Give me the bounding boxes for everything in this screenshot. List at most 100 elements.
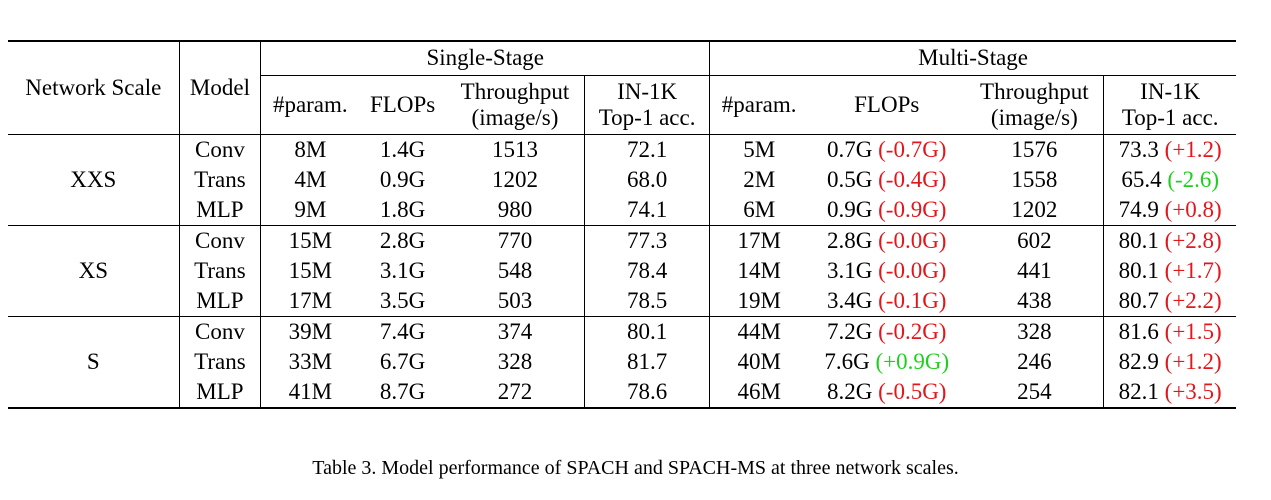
ss-throughput-cell: 328 <box>497 348 533 374</box>
ms-flops-value: 7.2G <box>827 318 873 344</box>
ms-param-cell: 17M <box>709 225 809 256</box>
ms-param-cell: 14M <box>737 257 781 283</box>
ms-acc-delta: (+3.5) <box>1164 378 1222 404</box>
ss-flops-cell: 2.8G <box>359 225 446 256</box>
header-ss-throughput-line1: Throughput <box>460 78 570 104</box>
ss-acc-cell: 68.0 <box>584 165 711 195</box>
table-row: XXS Conv 8M 1.4G 1513 72.1 5M 0.7G (-0.7G) 1576 7… <box>8 134 1236 226</box>
ms-acc-delta: (+2.2) <box>1164 287 1222 313</box>
header-ms-acc-line1: IN-1K <box>1140 78 1201 104</box>
ms-throughput-cell: 441 <box>965 256 1105 286</box>
ss-flops-cell: 3.1G <box>379 257 426 283</box>
ms-acc-cell: 81.6 (+1.5) <box>1103 316 1236 347</box>
ms-acc-cell: 73.3 (+1.2) <box>1103 134 1236 165</box>
ms-acc-delta: (-2.6) <box>1167 166 1220 192</box>
ms-flops-delta: (-0.4G) <box>878 166 947 192</box>
ms-flops-delta: (-0.9G) <box>878 196 947 222</box>
ss-flops-cell: 7.4G <box>359 316 446 347</box>
table-row: S Conv 39M 7.4G 374 80.1 44M 7.2G (-0.2G) 328 81.… <box>8 316 1236 408</box>
ms-acc-delta: (+0.8) <box>1164 196 1222 222</box>
results-table-container: Network Scale Model Single-Stage Multi-S… <box>8 40 1236 409</box>
ms-flops-value: 7.6G <box>824 348 870 374</box>
ss-throughput-cell: 1202 <box>491 166 538 192</box>
model-cell: Conv <box>178 225 262 256</box>
ss-throughput-cell: 374 <box>445 316 585 347</box>
ms-param-cell: 2M <box>743 166 776 192</box>
header-ms-acc: IN-1K Top-1 acc. <box>1103 75 1236 135</box>
ms-flops-delta: (-0.1G) <box>878 287 947 313</box>
model-cell: MLP <box>178 195 262 226</box>
ms-param-cell: 46M <box>737 378 781 404</box>
header-ss-acc-line2: Top-1 acc. <box>598 105 696 130</box>
header-ms-throughput-line2: (image/s) <box>990 105 1078 130</box>
ms-acc-delta: (+2.8) <box>1164 227 1222 253</box>
ms-acc-value: 82.1 <box>1118 378 1159 404</box>
ss-param-cell: 33M <box>260 347 360 377</box>
model-cell: Trans <box>178 256 262 286</box>
ss-acc-cell: 81.7 <box>584 347 711 377</box>
ss-throughput-cell: 503 <box>497 287 533 313</box>
ss-flops-cell: 8.7G <box>379 378 426 404</box>
ss-param-cell: 15M <box>260 256 360 286</box>
table-row: MLP 17M 3.5G 503 78.5 19M 3.4G (-0.1G) 438 80.7 … <box>8 286 1236 317</box>
ms-acc-cell: 80.1 (+1.7) <box>1104 256 1236 286</box>
table-row: Trans 15M 3.1G 548 78.4 14M 3.1G (-0.0G) 441 80.… <box>8 256 1236 286</box>
model-cell: Conv <box>178 316 262 347</box>
ms-param-cell: 19M <box>737 287 781 313</box>
table-caption: Table 3. Model performance of SPACH and … <box>312 457 959 479</box>
ss-acc-cell: 78.5 <box>584 286 711 317</box>
network-scale-cell: XXS <box>8 134 180 226</box>
header-ss-acc-line1: IN-1K <box>617 78 678 104</box>
model-cell: Trans <box>178 347 262 377</box>
ms-flops-value: 2.8G <box>827 227 873 253</box>
ss-throughput-cell: 770 <box>445 225 585 256</box>
network-scale-cell: XS <box>8 225 180 317</box>
header-ms-throughput: Throughput (image/s) <box>965 75 1105 135</box>
ms-acc-delta: (+1.2) <box>1164 136 1222 162</box>
ms-acc-value: 80.7 <box>1118 287 1159 313</box>
ms-acc-cell: 82.9 (+1.2) <box>1104 347 1236 377</box>
ms-acc-value: 73.3 <box>1118 136 1159 162</box>
ss-flops-cell: 0.9G <box>379 166 426 192</box>
model-cell: MLP <box>178 377 262 408</box>
ms-flops-value: 3.1G <box>827 257 873 283</box>
ms-acc-value: 80.1 <box>1118 227 1159 253</box>
ms-acc-cell: 74.9 (+0.8) <box>1104 195 1236 226</box>
ms-throughput-cell: 328 <box>965 316 1105 347</box>
header-single-stage: Single-Stage <box>260 41 711 76</box>
ms-flops-value: 8.2G <box>827 378 873 404</box>
ss-acc-cell: 77.3 <box>584 225 711 256</box>
ms-throughput-cell: 1558 <box>965 165 1105 195</box>
results-table: Network Scale Model Single-Stage Multi-S… <box>8 40 1236 409</box>
ss-param-cell: 41M <box>260 377 360 408</box>
ss-throughput-cell: 1513 <box>445 134 585 165</box>
header-ss-param: #param. <box>260 75 360 135</box>
ms-flops-cell: 0.9G (-0.9G) <box>808 195 965 226</box>
ms-flops-value: 0.9G <box>827 196 873 222</box>
ss-acc-cell: 78.4 <box>584 256 711 286</box>
table-row: Trans 4M 0.9G 1202 68.0 2M 0.5G (-0.4G) 1558 65.… <box>8 165 1236 195</box>
header-ms-acc-line2: Top-1 acc. <box>1121 105 1219 130</box>
model-cell: MLP <box>178 286 262 317</box>
ms-flops-cell: 8.2G (-0.5G) <box>808 377 965 408</box>
ms-flops-delta: (-0.0G) <box>878 227 947 253</box>
ms-acc-cell: 80.7 (+2.2) <box>1104 286 1236 317</box>
ms-acc-value: 74.9 <box>1118 196 1159 222</box>
ss-param-cell: 15M <box>260 225 360 256</box>
ss-flops-cell: 6.7G <box>379 348 426 374</box>
ss-param-cell: 8M <box>260 134 360 165</box>
ms-param-cell: 6M <box>743 196 776 222</box>
header-multi-stage: Multi-Stage <box>918 45 1029 71</box>
ms-throughput-cell: 246 <box>965 347 1105 377</box>
ms-flops-cell: 0.5G (-0.4G) <box>808 165 965 195</box>
ms-acc-value: 81.6 <box>1118 318 1159 344</box>
ms-flops-cell: 3.1G (-0.0G) <box>808 256 965 286</box>
ms-param-cell: 44M <box>709 316 809 347</box>
ms-acc-delta: (+1.7) <box>1164 257 1222 283</box>
ms-param-cell: 40M <box>737 348 781 374</box>
ss-throughput-cell: 980 <box>497 196 533 222</box>
model-cell: Conv <box>178 134 262 165</box>
ms-acc-value: 82.9 <box>1118 348 1159 374</box>
ms-flops-value: 3.4G <box>827 287 873 313</box>
ms-flops-cell: 2.8G (-0.0G) <box>808 225 966 256</box>
